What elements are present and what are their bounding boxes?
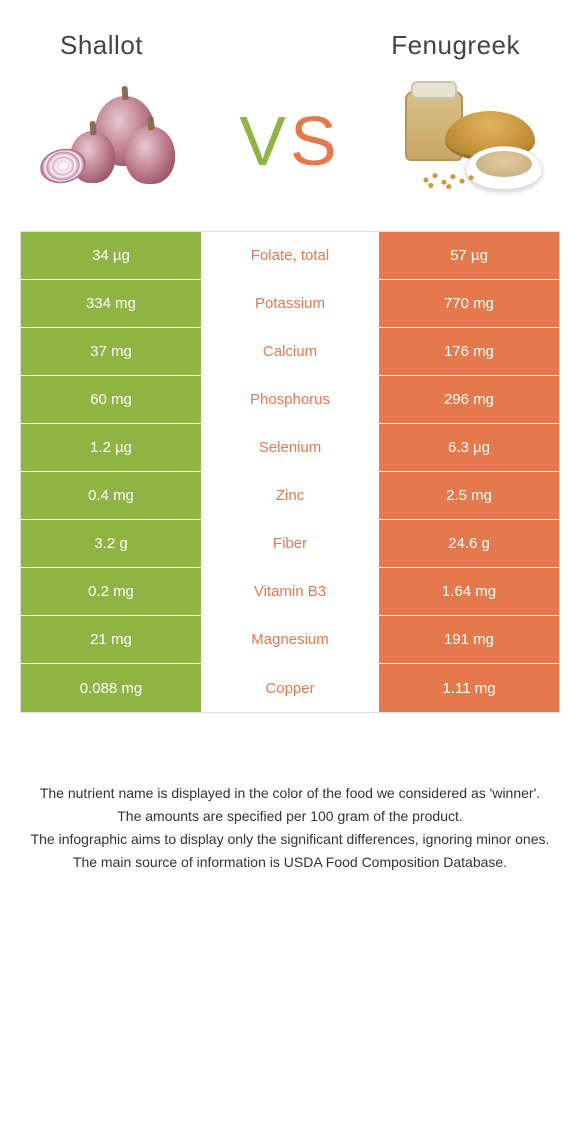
table-row: 60 mgPhosphorus296 mg <box>21 376 559 424</box>
table-row: 1.2 µgSelenium6.3 µg <box>21 424 559 472</box>
right-food-title: Fenugreek <box>391 30 520 61</box>
shallot-icon <box>40 81 190 201</box>
vs-v: V <box>239 102 290 180</box>
nutrient-name-cell: Magnesium <box>201 616 379 663</box>
fenugreek-icon <box>390 81 540 201</box>
right-value-cell: 57 µg <box>379 232 559 279</box>
table-row: 0.088 mgCopper1.11 mg <box>21 664 559 712</box>
footnote-line: The nutrient name is displayed in the co… <box>30 783 550 804</box>
right-value-cell: 1.11 mg <box>379 664 559 712</box>
left-value-cell: 60 mg <box>21 376 201 423</box>
left-food-title: Shallot <box>60 30 143 61</box>
nutrient-name-cell: Copper <box>201 664 379 712</box>
vs-label: VS <box>239 101 340 181</box>
nutrient-name-cell: Potassium <box>201 280 379 327</box>
table-row: 0.4 mgZinc2.5 mg <box>21 472 559 520</box>
footnotes: The nutrient name is displayed in the co… <box>30 783 550 873</box>
left-value-cell: 34 µg <box>21 232 201 279</box>
left-value-cell: 0.088 mg <box>21 664 201 712</box>
nutrient-name-cell: Selenium <box>201 424 379 471</box>
table-row: 37 mgCalcium176 mg <box>21 328 559 376</box>
right-value-cell: 770 mg <box>379 280 559 327</box>
table-row: 334 mgPotassium770 mg <box>21 280 559 328</box>
left-value-cell: 3.2 g <box>21 520 201 567</box>
right-value-cell: 176 mg <box>379 328 559 375</box>
right-value-cell: 191 mg <box>379 616 559 663</box>
nutrient-name-cell: Folate, total <box>201 232 379 279</box>
right-value-cell: 2.5 mg <box>379 472 559 519</box>
left-value-cell: 37 mg <box>21 328 201 375</box>
table-row: 21 mgMagnesium191 mg <box>21 616 559 664</box>
nutrient-name-cell: Phosphorus <box>201 376 379 423</box>
left-value-cell: 0.2 mg <box>21 568 201 615</box>
right-value-cell: 296 mg <box>379 376 559 423</box>
left-value-cell: 1.2 µg <box>21 424 201 471</box>
left-value-cell: 21 mg <box>21 616 201 663</box>
footnote-line: The infographic aims to display only the… <box>30 829 550 850</box>
right-value-cell: 24.6 g <box>379 520 559 567</box>
shallot-image <box>40 81 190 201</box>
hero-section: VS <box>0 61 580 231</box>
left-value-cell: 334 mg <box>21 280 201 327</box>
header: Shallot Fenugreek <box>0 0 580 61</box>
vs-s: S <box>290 102 341 180</box>
nutrient-name-cell: Zinc <box>201 472 379 519</box>
left-value-cell: 0.4 mg <box>21 472 201 519</box>
right-value-cell: 6.3 µg <box>379 424 559 471</box>
footnote-line: The amounts are specified per 100 gram o… <box>30 806 550 827</box>
comparison-table: 34 µgFolate, total57 µg334 mgPotassium77… <box>20 231 560 713</box>
right-value-cell: 1.64 mg <box>379 568 559 615</box>
nutrient-name-cell: Calcium <box>201 328 379 375</box>
nutrient-name-cell: Vitamin B3 <box>201 568 379 615</box>
table-row: 0.2 mgVitamin B31.64 mg <box>21 568 559 616</box>
table-row: 34 µgFolate, total57 µg <box>21 232 559 280</box>
fenugreek-image <box>390 81 540 201</box>
table-row: 3.2 gFiber24.6 g <box>21 520 559 568</box>
nutrient-name-cell: Fiber <box>201 520 379 567</box>
footnote-line: The main source of information is USDA F… <box>30 852 550 873</box>
